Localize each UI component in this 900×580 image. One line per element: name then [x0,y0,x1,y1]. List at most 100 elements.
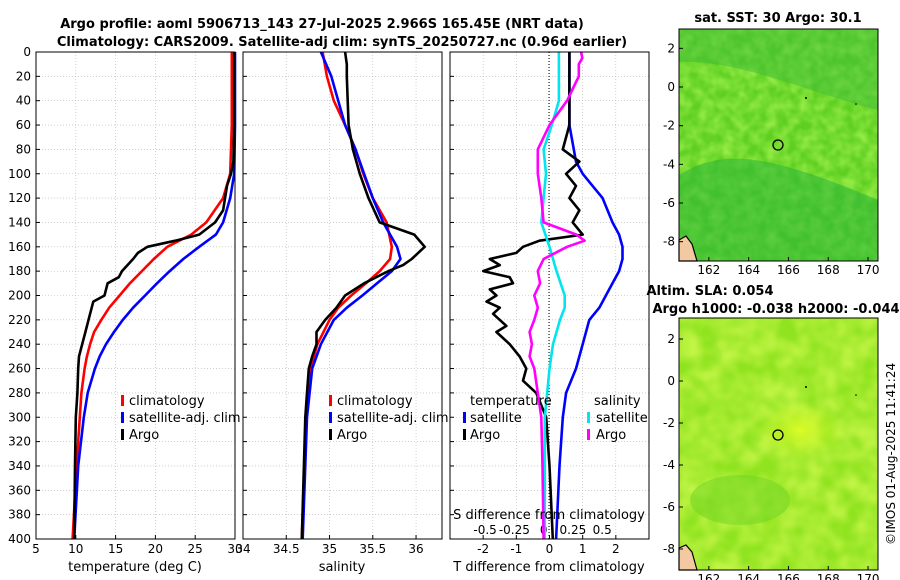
legend-swatch-argo [121,429,124,440]
sst-map-ticks: 162 164 166 168 170 2 0 -2 -4 -6 -8 [663,41,879,277]
timestamp: ©IMOS 01-Aug-2025 11:41:24 [884,363,898,545]
lat-tick-label: 2 [667,332,675,346]
salinity-legend: climatology satellite-adj. clim Argo [329,394,449,443]
depth-tick-label: 400 [8,532,31,546]
salinity-panel: 34 34.5 35 35.5 36 salinity climatology sate… [235,51,449,575]
small-island [855,394,857,396]
x-tick-label: 15 [108,542,123,556]
depth-tick-label: 280 [8,386,31,400]
sst-cool-band [679,158,878,261]
legend-label-satellite: satellite-adj. clim [337,411,449,426]
lat-tick-label: -6 [663,500,675,514]
legend-swatch-satellite [329,412,332,423]
sla-map: Altim. SLA: 0.054 Argo h1000: -0.038 h20… [647,284,900,580]
depth-tick-label: 380 [8,508,31,522]
legend-title-temperature: temperature [470,394,552,409]
lat-tick-label: -2 [663,119,675,133]
lat-tick-label: -8 [663,542,675,556]
depth-tick-label: 360 [8,483,31,497]
depth-tick-label: 300 [8,410,31,424]
temperature-profiles [71,52,237,540]
depth-tick-label: 320 [8,435,31,449]
legend-label-s-satellite: satellite [596,411,648,426]
legend-swatch-argo [329,429,332,440]
depth-tick-label: 240 [8,337,31,351]
sst-cool-top [679,29,878,110]
depth-tick-label: 100 [8,167,31,181]
temperature-grid [35,51,236,540]
lat-tick-label: -6 [663,196,675,210]
lon-tick-label: 166 [777,572,800,580]
series-line-t-satellite [554,52,624,540]
header-line2: Climatology: CARS2009. Satellite-adj cli… [57,35,627,50]
legend-swatch-s-satellite [587,412,590,423]
series-line-argo [300,51,427,540]
header-line1: Argo profile: aoml 5906713_143 27-Jul-20… [60,17,584,32]
lat-tick-label: 2 [667,41,675,55]
depth-tick-label: 80 [16,142,31,156]
sst-map-title: sat. SST: 30 Argo: 30.1 [694,11,861,26]
temperature-legend: climatology satellite-adj. clim Argo [121,394,241,443]
salinity-profiles [300,51,427,540]
series-line-climatology [71,52,234,540]
salinity-grid [242,51,442,540]
small-island [805,386,807,388]
legend-swatch-satellite [121,412,124,423]
lon-tick-label: 164 [737,572,760,580]
depth-tick-label: 340 [8,459,31,473]
x-tick-label: 10 [68,542,83,556]
lat-tick-label: -4 [663,458,675,472]
x-tick-label: -1 [510,542,522,556]
depth-tick-label: 40 [16,94,31,108]
depth-tick-label: 60 [16,118,31,132]
depth-tick-label: 140 [8,215,31,229]
lon-tick-label: 170 [857,572,880,580]
legend-swatch-climatology [121,395,124,406]
series-line-s-satellite [539,52,567,539]
argo-position-marker [772,139,784,151]
legend-label-s-argo: Argo [596,428,626,443]
x-tick-label: 30 [227,542,242,556]
lat-tick-label: -2 [663,416,675,430]
temperature-xlabel: temperature (deg C) [68,560,202,575]
x-tick-label: 1 [579,542,587,556]
salinity-tick-labels: 34 34.5 35 35.5 36 [235,542,423,556]
legend-label-t-argo: Argo [470,428,500,443]
legend-title-salinity: salinity [594,394,641,409]
depth-tick-label: 260 [8,362,31,376]
series-line-satellite [301,51,402,540]
lat-tick-label: -4 [663,157,675,171]
legend-label-satellite: satellite-adj. clim [129,411,241,426]
difference-xlabel: T difference from climatology [452,560,645,575]
legend-label-argo: Argo [337,428,367,443]
lat-tick-label: 0 [667,374,675,388]
legend-label-climatology: climatology [129,394,205,409]
lon-tick-label: 164 [737,263,760,277]
lat-tick-label: 0 [667,80,675,94]
temperature-tick-labels: 5 10 15 20 25 30 [32,542,242,556]
depth-tick-label: 200 [8,289,31,303]
depth-tick-label: 160 [8,240,31,254]
legend-swatch-t-satellite [463,412,466,423]
difference-top-label: S difference from climatology [453,508,645,523]
lon-tick-label: 168 [817,572,840,580]
difference-panel: -2 -1 0 1 2-0.5 -0.25 0 0.25 0.5 T difference fr… [449,51,650,575]
legend-label-t-satellite: satellite [470,411,522,426]
sla-map-subtitle: Argo h1000: -0.038 h2000: -0.044 [652,302,899,317]
sla-high-spot [755,400,845,460]
x-tick-label: 34.5 [273,542,300,556]
small-island [805,97,807,99]
argo-position-marker [772,429,784,441]
x-tick-label: 36 [408,542,423,556]
s-tick-label: -0.5 [473,523,496,537]
depth-tick-label: 220 [8,313,31,327]
difference-profiles [481,51,624,540]
sst-map: sat. SST: 30 Argo: 30.1 162 164 166 168 170 2… [663,11,879,277]
legend-swatch-climatology [329,395,332,406]
x-tick-label: 2 [612,542,620,556]
s-tick-label: 0.25 [560,523,587,537]
sla-map-title: Altim. SLA: 0.054 [647,284,774,299]
series-line-satellite [72,52,237,540]
difference-legend: temperature satellite Argo salinity sate… [463,394,648,443]
